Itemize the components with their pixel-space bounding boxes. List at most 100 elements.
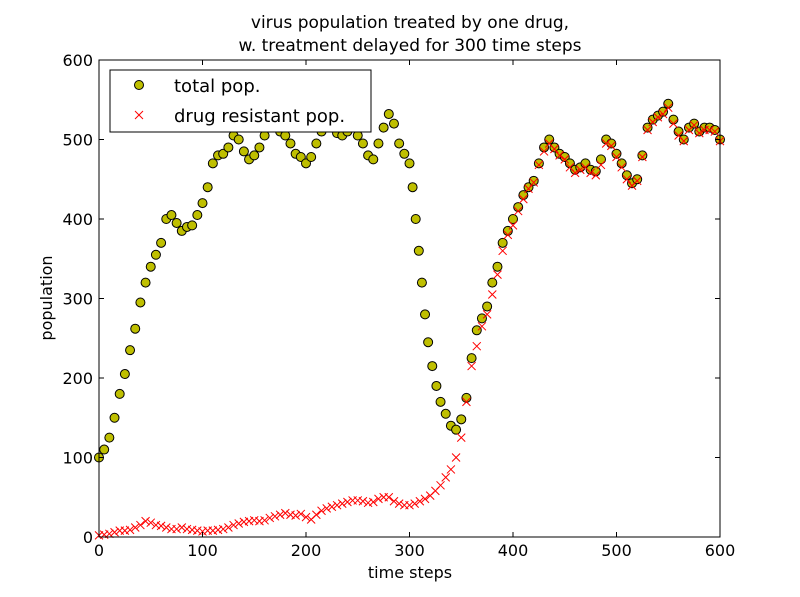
total-pop-point bbox=[508, 214, 518, 224]
total-pop-point bbox=[99, 444, 110, 455]
resistant-pop-point bbox=[280, 508, 290, 518]
resistant-pop-point bbox=[177, 523, 187, 532]
total-pop-point bbox=[476, 313, 487, 324]
resistant-pop-point bbox=[420, 494, 430, 504]
total-pop-point bbox=[125, 345, 136, 356]
total-pop-point bbox=[357, 138, 368, 149]
resistant-pop-point bbox=[296, 509, 306, 519]
total-pop-point bbox=[119, 369, 130, 380]
total-pop-point bbox=[306, 151, 317, 162]
resistant-pop-point bbox=[575, 165, 585, 175]
resistant-pop-point bbox=[689, 120, 699, 130]
resistant-pop-point bbox=[456, 433, 466, 442]
total-pop-point bbox=[456, 414, 467, 425]
chart-title-line1: virus population treated by one drug, bbox=[251, 13, 569, 33]
resistant-pop-point bbox=[301, 512, 311, 522]
resistant-pop-point bbox=[705, 125, 715, 135]
resistant-pop-point bbox=[389, 496, 399, 506]
total-pop-point bbox=[709, 124, 720, 135]
legend-label-resistant: drug resistant pop. bbox=[174, 106, 345, 127]
total-pop-point bbox=[487, 277, 498, 288]
chart-title-line2: w. treatment delayed for 300 time steps bbox=[238, 36, 581, 56]
total-pop-point bbox=[135, 297, 146, 308]
total-pop-point bbox=[482, 301, 493, 312]
x-tick-label: 600 bbox=[705, 541, 736, 560]
total-pop-point bbox=[420, 309, 431, 320]
total-pop-point bbox=[528, 175, 539, 186]
resistant-pop-point bbox=[275, 510, 285, 520]
total-pop-point bbox=[595, 154, 606, 165]
resistant-pop-point bbox=[265, 513, 275, 523]
resistant-pop-point bbox=[136, 520, 145, 530]
x-axis-label: time steps bbox=[368, 563, 452, 582]
resistant-pop-point bbox=[550, 144, 559, 154]
total-pop-point bbox=[423, 337, 434, 348]
resistant-pop-point bbox=[591, 170, 601, 180]
resistant-pop-point bbox=[322, 504, 332, 513]
resistant-pop-point bbox=[125, 525, 135, 535]
total-pop-point bbox=[544, 134, 555, 145]
resistant-pop-point bbox=[539, 147, 549, 156]
total-pop-point bbox=[427, 361, 438, 372]
resistant-pop-point bbox=[467, 361, 476, 371]
total-pop-point bbox=[451, 424, 462, 435]
x-tick-label: 400 bbox=[498, 541, 529, 560]
y-tick-label: 100 bbox=[62, 449, 93, 468]
total-pop-point bbox=[166, 210, 177, 221]
resistant-pop-point bbox=[224, 523, 233, 532]
resistant-pop-point bbox=[555, 151, 564, 160]
resistant-pop-point bbox=[612, 152, 621, 162]
resistant-pop-point bbox=[260, 515, 269, 525]
resistant-pop-point bbox=[487, 290, 497, 299]
resistant-pop-point bbox=[141, 516, 150, 526]
x-tick-label: 500 bbox=[601, 541, 632, 560]
total-pop-point bbox=[559, 151, 570, 162]
legend: total pop. drug resistant pop. bbox=[109, 69, 372, 133]
total-pop-point bbox=[410, 214, 421, 224]
y-tick-label: 0 bbox=[83, 528, 93, 547]
resistant-pop-point bbox=[508, 221, 518, 230]
total-pop-point bbox=[606, 138, 617, 149]
resistant-pop-point bbox=[617, 162, 627, 172]
total-pop-point bbox=[632, 174, 643, 185]
resistant-pop-point bbox=[643, 125, 652, 135]
resistant-pop-point bbox=[229, 520, 238, 530]
resistant-pop-point bbox=[218, 524, 228, 534]
total-pop-point bbox=[440, 408, 451, 419]
total-pop-point bbox=[399, 148, 410, 159]
total-pop-point bbox=[611, 148, 622, 159]
resistant-pop-point bbox=[596, 160, 606, 170]
resistant-pop-point bbox=[270, 511, 280, 521]
total-pop-point bbox=[249, 150, 260, 161]
total-pop-point bbox=[104, 432, 115, 443]
total-pop-point bbox=[311, 138, 322, 149]
total-pop-point bbox=[114, 388, 125, 399]
resistant-pop-point bbox=[472, 341, 482, 351]
y-axis-label: population bbox=[37, 255, 56, 340]
resistant-pop-point bbox=[405, 500, 414, 510]
resistant-pop-point bbox=[110, 527, 119, 537]
total-pop-point bbox=[413, 245, 424, 256]
total-pop-point bbox=[187, 220, 198, 231]
total-pop-point bbox=[207, 158, 218, 169]
total-pop-point bbox=[368, 154, 379, 165]
resistant-pop-point bbox=[498, 246, 508, 256]
total-pop-point bbox=[404, 158, 415, 169]
resistant-pop-point bbox=[529, 178, 539, 187]
resistant-pop-point bbox=[663, 103, 673, 113]
total-pop-point bbox=[678, 134, 689, 145]
y-tick-label: 600 bbox=[62, 51, 93, 70]
total-pop-point bbox=[673, 126, 684, 137]
legend-box bbox=[109, 69, 372, 133]
total-pop-point bbox=[388, 118, 399, 129]
total-pop-point bbox=[435, 396, 446, 407]
total-pop-point bbox=[689, 118, 700, 129]
total-pop-point bbox=[145, 261, 156, 272]
total-pop-point bbox=[497, 237, 508, 248]
total-pop-point bbox=[218, 148, 229, 159]
resistant-pop-point bbox=[374, 494, 383, 504]
legend-marker-resistant bbox=[134, 110, 144, 120]
total-pop-point bbox=[156, 237, 167, 248]
x-tick-label: 300 bbox=[394, 541, 425, 560]
